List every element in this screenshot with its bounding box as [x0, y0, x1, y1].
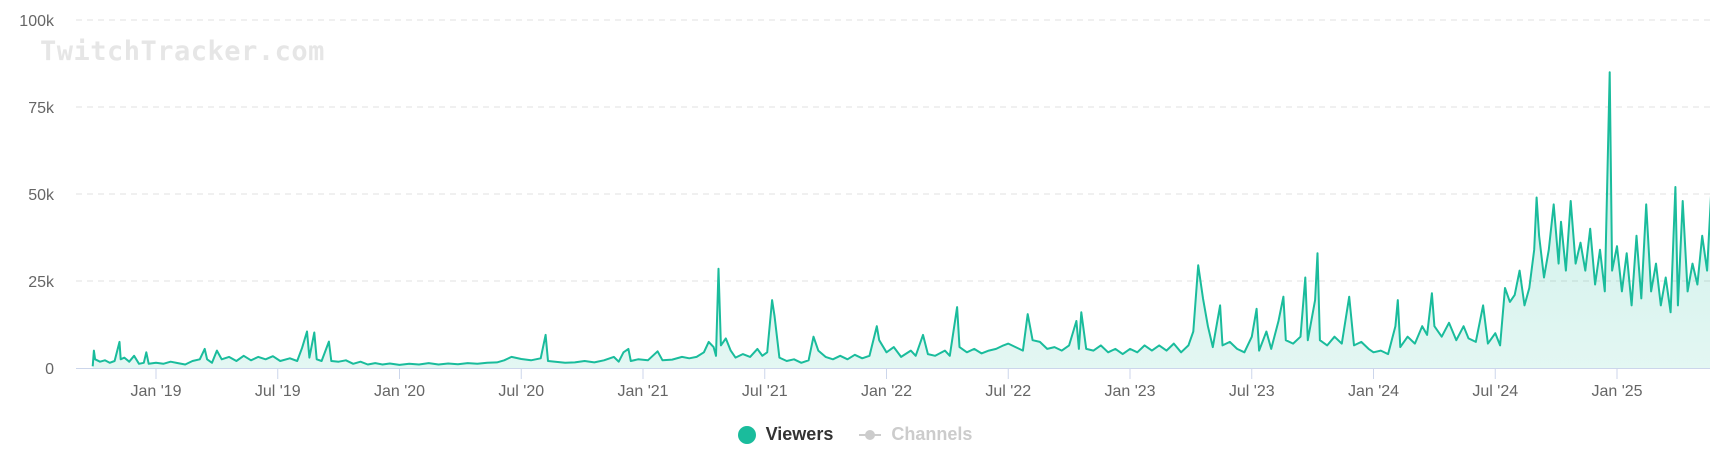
x-tick-label: Jul '24 — [1472, 383, 1518, 400]
y-tick-label: 100k — [19, 13, 55, 30]
legend-label-viewers: Viewers — [765, 424, 834, 444]
x-tick-label: Jan '20 — [374, 383, 425, 400]
x-tick-label: Jul '23 — [1229, 383, 1275, 400]
y-tick-label: 75k — [28, 100, 55, 117]
x-tick-label: Jan '21 — [617, 383, 668, 400]
legend-label-channels: Channels — [891, 424, 973, 444]
viewers-line[interactable] — [91, 71, 1710, 367]
x-axis-ticks: Jan '19 Jul '19 Jan '20 Jul '20 Jan '21 Jul '… — [130, 369, 1643, 400]
y-tick-label: 50k — [28, 187, 55, 204]
grid-lines — [76, 19, 1710, 282]
y-tick-label: 25k — [28, 274, 55, 291]
viewers-area-fill — [92, 72, 1710, 368]
legend-item-viewers[interactable]: Viewers — [737, 424, 834, 445]
y-tick-label: 0 — [45, 361, 54, 378]
channels-line-marker-icon — [859, 426, 882, 444]
viewers-dot-icon — [737, 425, 756, 444]
x-tick-label: Jul '22 — [985, 383, 1031, 400]
x-tick-label: Jan '23 — [1104, 383, 1155, 400]
x-tick-label: Jul '21 — [742, 383, 788, 400]
x-tick-label: Jan '22 — [861, 383, 912, 400]
x-tick-label: Jul '19 — [255, 383, 301, 400]
y-axis-labels: 0 25k 50k 75k 100k — [19, 13, 55, 378]
legend-item-channels[interactable]: Channels — [859, 424, 972, 445]
x-tick-label: Jan '19 — [130, 383, 181, 400]
watermark: TwitchTracker.com — [40, 36, 325, 67]
x-tick-label: Jul '20 — [498, 383, 544, 400]
x-tick-label: Jan '24 — [1348, 383, 1399, 400]
legend: Viewers Channels — [0, 424, 1710, 445]
x-tick-label: Jan '25 — [1591, 383, 1642, 400]
